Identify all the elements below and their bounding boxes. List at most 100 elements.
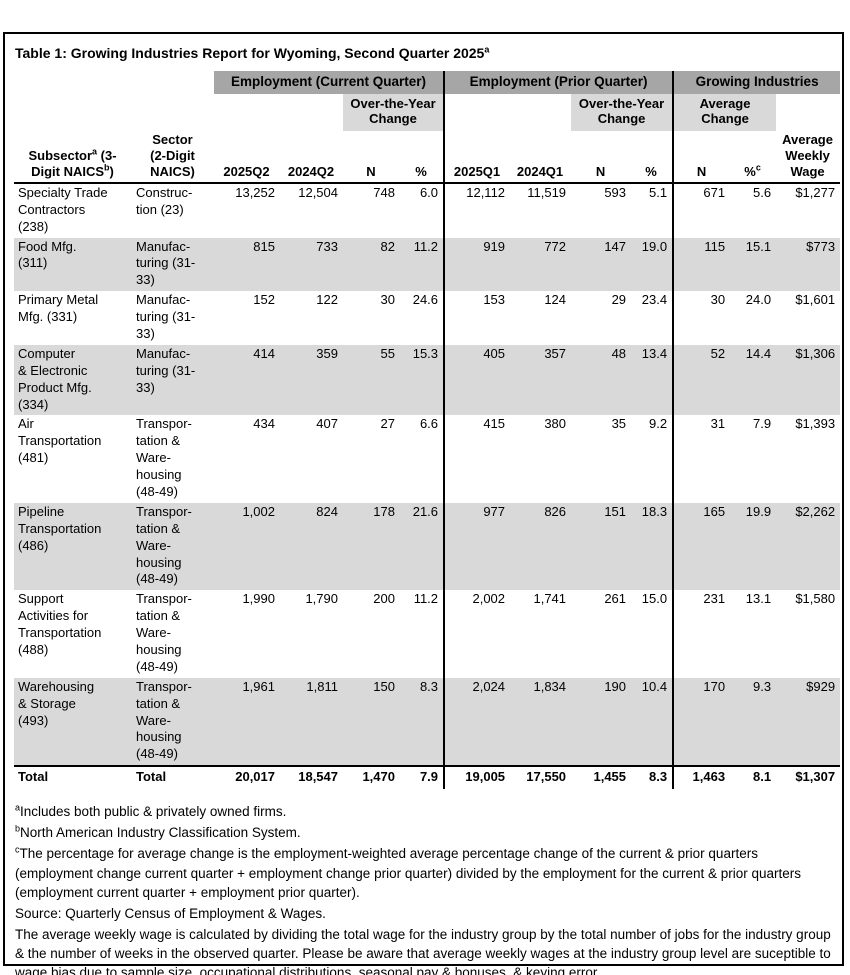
sector-cell: Transpor- tation & Ware- housing (48-49) <box>132 502 214 591</box>
avg-weekly-wage-cell: $2,262 <box>776 502 841 591</box>
2025q2-cell: 414 <box>214 344 280 416</box>
footnote-marker-c: c <box>755 162 761 173</box>
2024q2-cell: 824 <box>280 502 343 591</box>
pct-current-cell: 24.6 <box>412 292 439 308</box>
report-frame: Table 1: Growing Industries Report for W… <box>3 32 844 975</box>
footnote-c: cThe percentage for average change is th… <box>15 844 839 901</box>
pct-current-cell: 15.3 <box>400 344 445 416</box>
pct-average-cell: 9.3 <box>730 677 777 767</box>
sector-cell: Transpor- tation & Ware- housing (48-49) <box>136 591 192 674</box>
2024q1-cell: 772 <box>510 237 572 292</box>
subgroup-spacer <box>443 93 572 132</box>
footnotes-section: aIncludes both public & privately owned … <box>15 802 839 975</box>
pct-prior-cell: 23.4 <box>641 292 668 308</box>
footnote-source-text: Source: Quarterly Census of Employment &… <box>15 905 326 921</box>
total-n-current-cell: 1,470 <box>343 765 400 790</box>
industry-row: Specialty Trade Contractors (238) Constru… <box>14 182 840 238</box>
column-header-2025q2: 2025Q2 <box>214 131 280 184</box>
footnote-a: aIncludes both public & privately owned … <box>15 802 839 821</box>
total-n-prior-cell: 1,455 <box>571 765 632 790</box>
2025q1-cell: 153 <box>443 291 511 345</box>
2024q2-cell: 733 <box>280 237 343 292</box>
footnote-source: Source: Quarterly Census of Employment &… <box>15 904 839 923</box>
n-average-cell: 30 <box>672 291 731 345</box>
pct-prior-cell: 15.0 <box>641 591 668 607</box>
pct-prior-cell: 10.4 <box>631 677 674 767</box>
subsector-cell: Primary Metal Mfg. (331) <box>18 292 99 325</box>
pct-average-cell: 19.9 <box>730 502 777 591</box>
avg-weekly-wage-cell: $1,601 <box>795 292 836 308</box>
n-prior-cell: 48 <box>571 344 632 416</box>
table-title-footnote-marker: a <box>484 44 490 55</box>
industry-row: Food Mfg. (311) Manufac- turing (31- 33) 8… <box>14 237 841 292</box>
n-average-cell: 31 <box>672 415 731 503</box>
n-prior-cell: 147 <box>571 237 632 292</box>
2024q1-cell: 124 <box>544 292 567 308</box>
footnote-b-text: North American Industry Classification S… <box>20 825 301 841</box>
n-current-cell: 27 <box>380 416 395 432</box>
column-header-2024q2: 2024Q2 <box>280 131 343 184</box>
n-current-cell: 55 <box>343 344 400 416</box>
column-header-2024q1: 2024Q1 <box>510 131 572 184</box>
table-title: Table 1: Growing Industries Report for W… <box>15 45 835 61</box>
column-header-2025q1: 2025Q1 <box>443 131 511 184</box>
industry-row: Air Transportation (481) Transpor- tation… <box>14 415 840 503</box>
avg-weekly-wage-cell: $929 <box>776 677 841 767</box>
n-prior-cell: 29 <box>611 292 627 308</box>
2025q2-cell: 434 <box>253 416 275 432</box>
pct-prior-cell: 18.3 <box>631 502 674 591</box>
2024q2-cell: 407 <box>316 416 338 432</box>
n-current-cell: 748 <box>373 184 395 200</box>
subsector-label-naics: (3-Digit NAICS <box>31 148 117 179</box>
subheader-over-the-year-change-current: Over-the-Year Change <box>343 93 445 132</box>
2024q1-cell: 11,519 <box>527 184 567 200</box>
footnote-c-text: The percentage for average change is the… <box>15 846 802 900</box>
column-header-pct-prior: % <box>631 131 674 184</box>
industry-row: Warehousing & Storage (493) Transpor- tat… <box>14 677 841 767</box>
total-pct-average-cell: 8.1 <box>730 765 777 790</box>
avg-weekly-wage-cell: $773 <box>776 237 841 292</box>
group-header-row: Employment (Current Quarter) Employment … <box>14 71 841 94</box>
footnote-a-text: Includes both public & privately owned f… <box>20 804 287 820</box>
subgroup-spacer <box>214 93 343 132</box>
column-header-row: Subsectora (3-Digit NAICSb) Sector (2-Di… <box>14 131 841 184</box>
2025q2-cell: 1,990 <box>242 591 275 607</box>
pct-prior-cell: 13.4 <box>631 344 674 416</box>
column-header-subsector: Subsectora (3-Digit NAICSb) <box>14 131 132 184</box>
footnote-c-marker: c <box>15 844 20 855</box>
pct-label: % <box>744 163 756 179</box>
n-prior-cell: 261 <box>604 591 627 607</box>
pct-average-cell: 13.1 <box>745 591 772 607</box>
2024q1-cell: 826 <box>510 502 572 591</box>
pct-average-cell: 14.4 <box>730 344 777 416</box>
subsector-label: Subsector <box>28 148 93 164</box>
subsector-cell: Warehousing & Storage (493) <box>14 677 132 767</box>
pct-prior-cell: 19.0 <box>631 237 674 292</box>
pct-current-cell: 8.3 <box>400 677 445 767</box>
avg-weekly-wage-cell: $1,393 <box>795 416 836 432</box>
2025q1-cell: 2,024 <box>443 677 511 767</box>
industry-row: Support Activities for Transportation (4… <box>14 590 840 678</box>
pct-average-cell: 7.9 <box>752 416 772 432</box>
column-header-pct-average: %c <box>730 131 777 184</box>
2025q1-cell: 12,112 <box>443 182 511 238</box>
subheader-over-the-year-change-prior: Over-the-Year Change <box>571 93 674 132</box>
total-avg-weekly-wage-cell: $1,307 <box>776 765 841 790</box>
footnote-marker-b: b <box>104 162 110 173</box>
sector-cell: Manufac- turing (31- 33) <box>132 237 214 292</box>
subsector-cell: Computer & Electronic Product Mfg. (334) <box>14 344 132 416</box>
total-2024q2-cell: 18,547 <box>280 765 343 790</box>
total-pct-prior-cell: 8.3 <box>631 765 674 790</box>
2024q1-cell: 1,741 <box>533 591 567 607</box>
total-2025q2-cell: 20,017 <box>214 765 280 790</box>
subsector-cell: Specialty Trade Contractors (238) <box>18 184 108 234</box>
2024q1-cell: 380 <box>544 416 567 432</box>
2024q2-cell: 12,504 <box>298 184 338 200</box>
total-row: Total Total 20,017 18,547 1,470 7.9 19,0… <box>14 765 841 790</box>
avg-weekly-wage-cell: $1,277 <box>795 184 836 200</box>
column-header-n-average: N <box>672 131 731 184</box>
group-employment-current-quarter: Employment (Current Quarter) <box>214 71 445 94</box>
footnote-weekly-wage-text: The average weekly wage is calculated by… <box>15 927 831 975</box>
subgroup-spacer <box>14 93 214 132</box>
